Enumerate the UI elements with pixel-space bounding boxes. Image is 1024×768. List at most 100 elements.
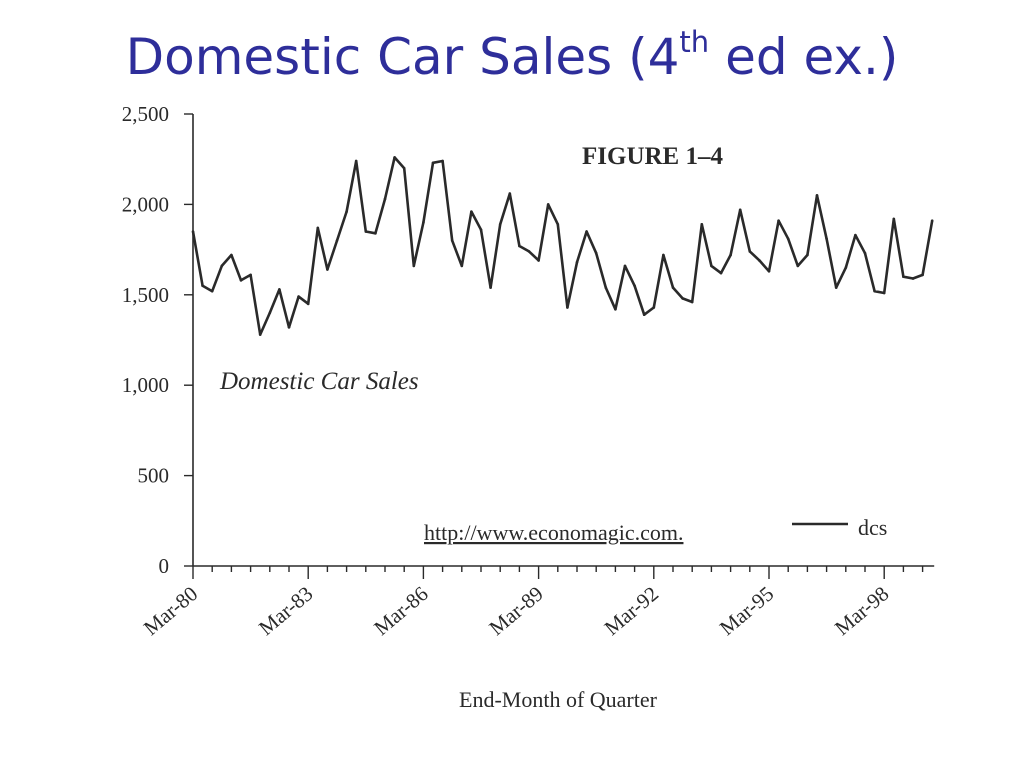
data-point: [374, 232, 377, 235]
data-point: [844, 266, 848, 269]
y-tick-label: 1,500: [122, 283, 169, 307]
data-point: [738, 208, 742, 212]
data-point: [863, 251, 867, 255]
x-tick-label: Mar-80: [139, 581, 202, 640]
data-point: [796, 264, 800, 268]
data-point: [594, 251, 598, 255]
data-point: [326, 268, 329, 271]
x-axis-label: End-Month of Quarter: [459, 687, 658, 712]
data-point: [556, 222, 560, 226]
data-point: [460, 264, 464, 268]
data-point: [690, 300, 694, 304]
data-point: [527, 250, 531, 253]
data-point: [806, 253, 809, 257]
data-point: [249, 273, 252, 277]
x-tick-label: Mar-86: [369, 581, 432, 640]
data-point: [201, 284, 204, 288]
data-point: [623, 264, 627, 268]
y-tick-label: 0: [159, 554, 170, 578]
data-point: [777, 219, 780, 222]
series-points: [191, 156, 934, 336]
data-point: [815, 194, 819, 197]
data-point: [479, 228, 483, 232]
data-point: [585, 230, 588, 233]
x-axis-ticks: Mar-80 Mar-83 Mar-86 Mar-89 Mar-92 Mar-95 Mar-…: [139, 566, 924, 640]
data-point: [306, 302, 310, 306]
y-tick-label: 1,000: [122, 373, 169, 397]
data-point: [642, 313, 646, 316]
y-axis-ticks: 0 500 1,000 1,500 2,000 2,500: [122, 102, 193, 578]
data-point: [902, 275, 905, 279]
data-point: [604, 286, 608, 289]
data-point: [767, 269, 771, 273]
data-point: [575, 260, 579, 264]
x-tick-label: Mar-98: [830, 581, 893, 640]
data-point: [450, 239, 454, 242]
source-link[interactable]: http://www.economagic.com.: [424, 520, 683, 545]
data-point: [882, 291, 886, 295]
data-point: [431, 161, 435, 165]
data-point: [508, 192, 512, 195]
data-point: [652, 306, 656, 309]
data-point: [854, 233, 857, 237]
data-point: [412, 264, 416, 268]
data-point: [287, 326, 291, 329]
data-point: [364, 230, 368, 233]
data-point: [566, 306, 569, 309]
data-point: [710, 264, 713, 268]
data-point: [422, 221, 425, 224]
data-point: [210, 289, 214, 293]
y-tick-label: 500: [138, 464, 170, 488]
data-point: [268, 311, 272, 315]
x-tick-label: Mar-92: [600, 581, 663, 640]
data-point: [537, 259, 540, 262]
data-point: [489, 286, 492, 289]
data-point: [498, 222, 502, 226]
data-point: [470, 210, 473, 213]
data-point: [393, 156, 396, 159]
data-point: [834, 286, 838, 289]
data-point: [354, 159, 358, 163]
slide-title-end: ed ex.): [709, 28, 899, 86]
data-point: [278, 288, 281, 291]
data-point: [546, 203, 550, 206]
data-point: [662, 253, 665, 257]
data-point: [402, 166, 406, 170]
data-point: [230, 253, 233, 257]
y-tick-label: 2,500: [122, 102, 169, 126]
chart-title: Domestic Car Sales: [219, 368, 419, 395]
data-point: [681, 297, 684, 300]
data-point: [748, 250, 752, 253]
data-point: [921, 273, 924, 277]
data-point: [671, 286, 675, 289]
data-point: [258, 333, 262, 336]
data-point: [614, 307, 617, 311]
data-point: [345, 210, 348, 213]
data-point: [239, 279, 243, 282]
y-tick-label: 2,000: [122, 192, 169, 216]
data-point: [786, 237, 790, 241]
data-point: [911, 277, 915, 280]
data-point: [873, 289, 876, 293]
data-point: [729, 253, 732, 257]
data-point: [383, 197, 387, 201]
x-tick-label: Mar-89: [484, 581, 547, 640]
data-point: [335, 239, 339, 242]
data-point: [825, 237, 828, 241]
data-point: [719, 271, 723, 275]
chart-axes: [192, 114, 935, 567]
data-point: [441, 159, 444, 163]
slide-title-main: Domestic Car Sales (4: [125, 28, 680, 86]
data-point: [633, 284, 636, 288]
slide-title: Domestic Car Sales (4th ed ex.): [0, 25, 1024, 86]
data-point: [518, 244, 521, 248]
figure-label: FIGURE 1–4: [582, 143, 723, 170]
series-line-dcs: [191, 156, 934, 336]
data-point: [316, 226, 320, 230]
data-point: [930, 219, 934, 222]
slide-title-superscript: th: [679, 25, 710, 60]
x-tick-label: Mar-95: [715, 581, 778, 640]
data-point: [758, 259, 761, 262]
data-point: [700, 222, 704, 226]
